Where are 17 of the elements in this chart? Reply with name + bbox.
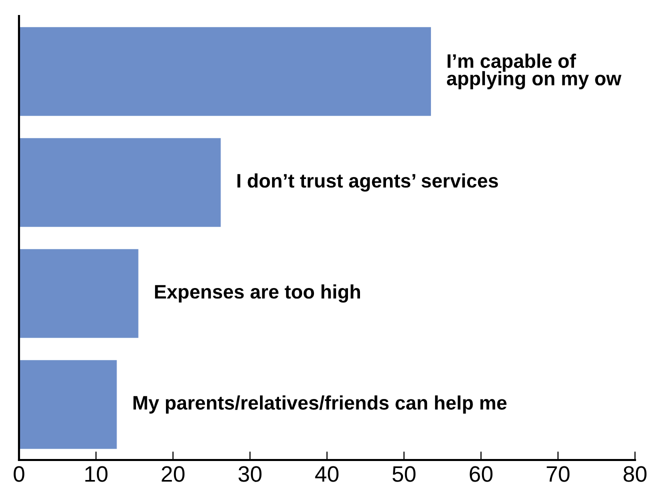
x-tick-label: 30 (238, 466, 262, 482)
x-tick-label: 20 (162, 466, 184, 482)
y-tick-label: Expenses are too high (155, 284, 360, 303)
x-tick-label: 70 (546, 466, 570, 482)
x-tick-label: 10 (85, 466, 108, 482)
x-tick-label: 80 (624, 466, 646, 482)
bar (19, 27, 431, 116)
x-tick-label: 0 (14, 466, 24, 482)
y-tick-label: I’m capable of applying on my ow (446, 54, 622, 90)
x-tick-label: 50 (392, 466, 416, 482)
x-tick-label: 60 (470, 466, 492, 482)
bar (19, 138, 221, 227)
y-tick-label: I don’t trust agents’ services (237, 173, 498, 192)
x-tick-label: 40 (315, 466, 338, 482)
bar (19, 249, 138, 338)
bar (19, 360, 117, 449)
y-tick-label: My parents/relatives/friends can help me (133, 395, 507, 414)
